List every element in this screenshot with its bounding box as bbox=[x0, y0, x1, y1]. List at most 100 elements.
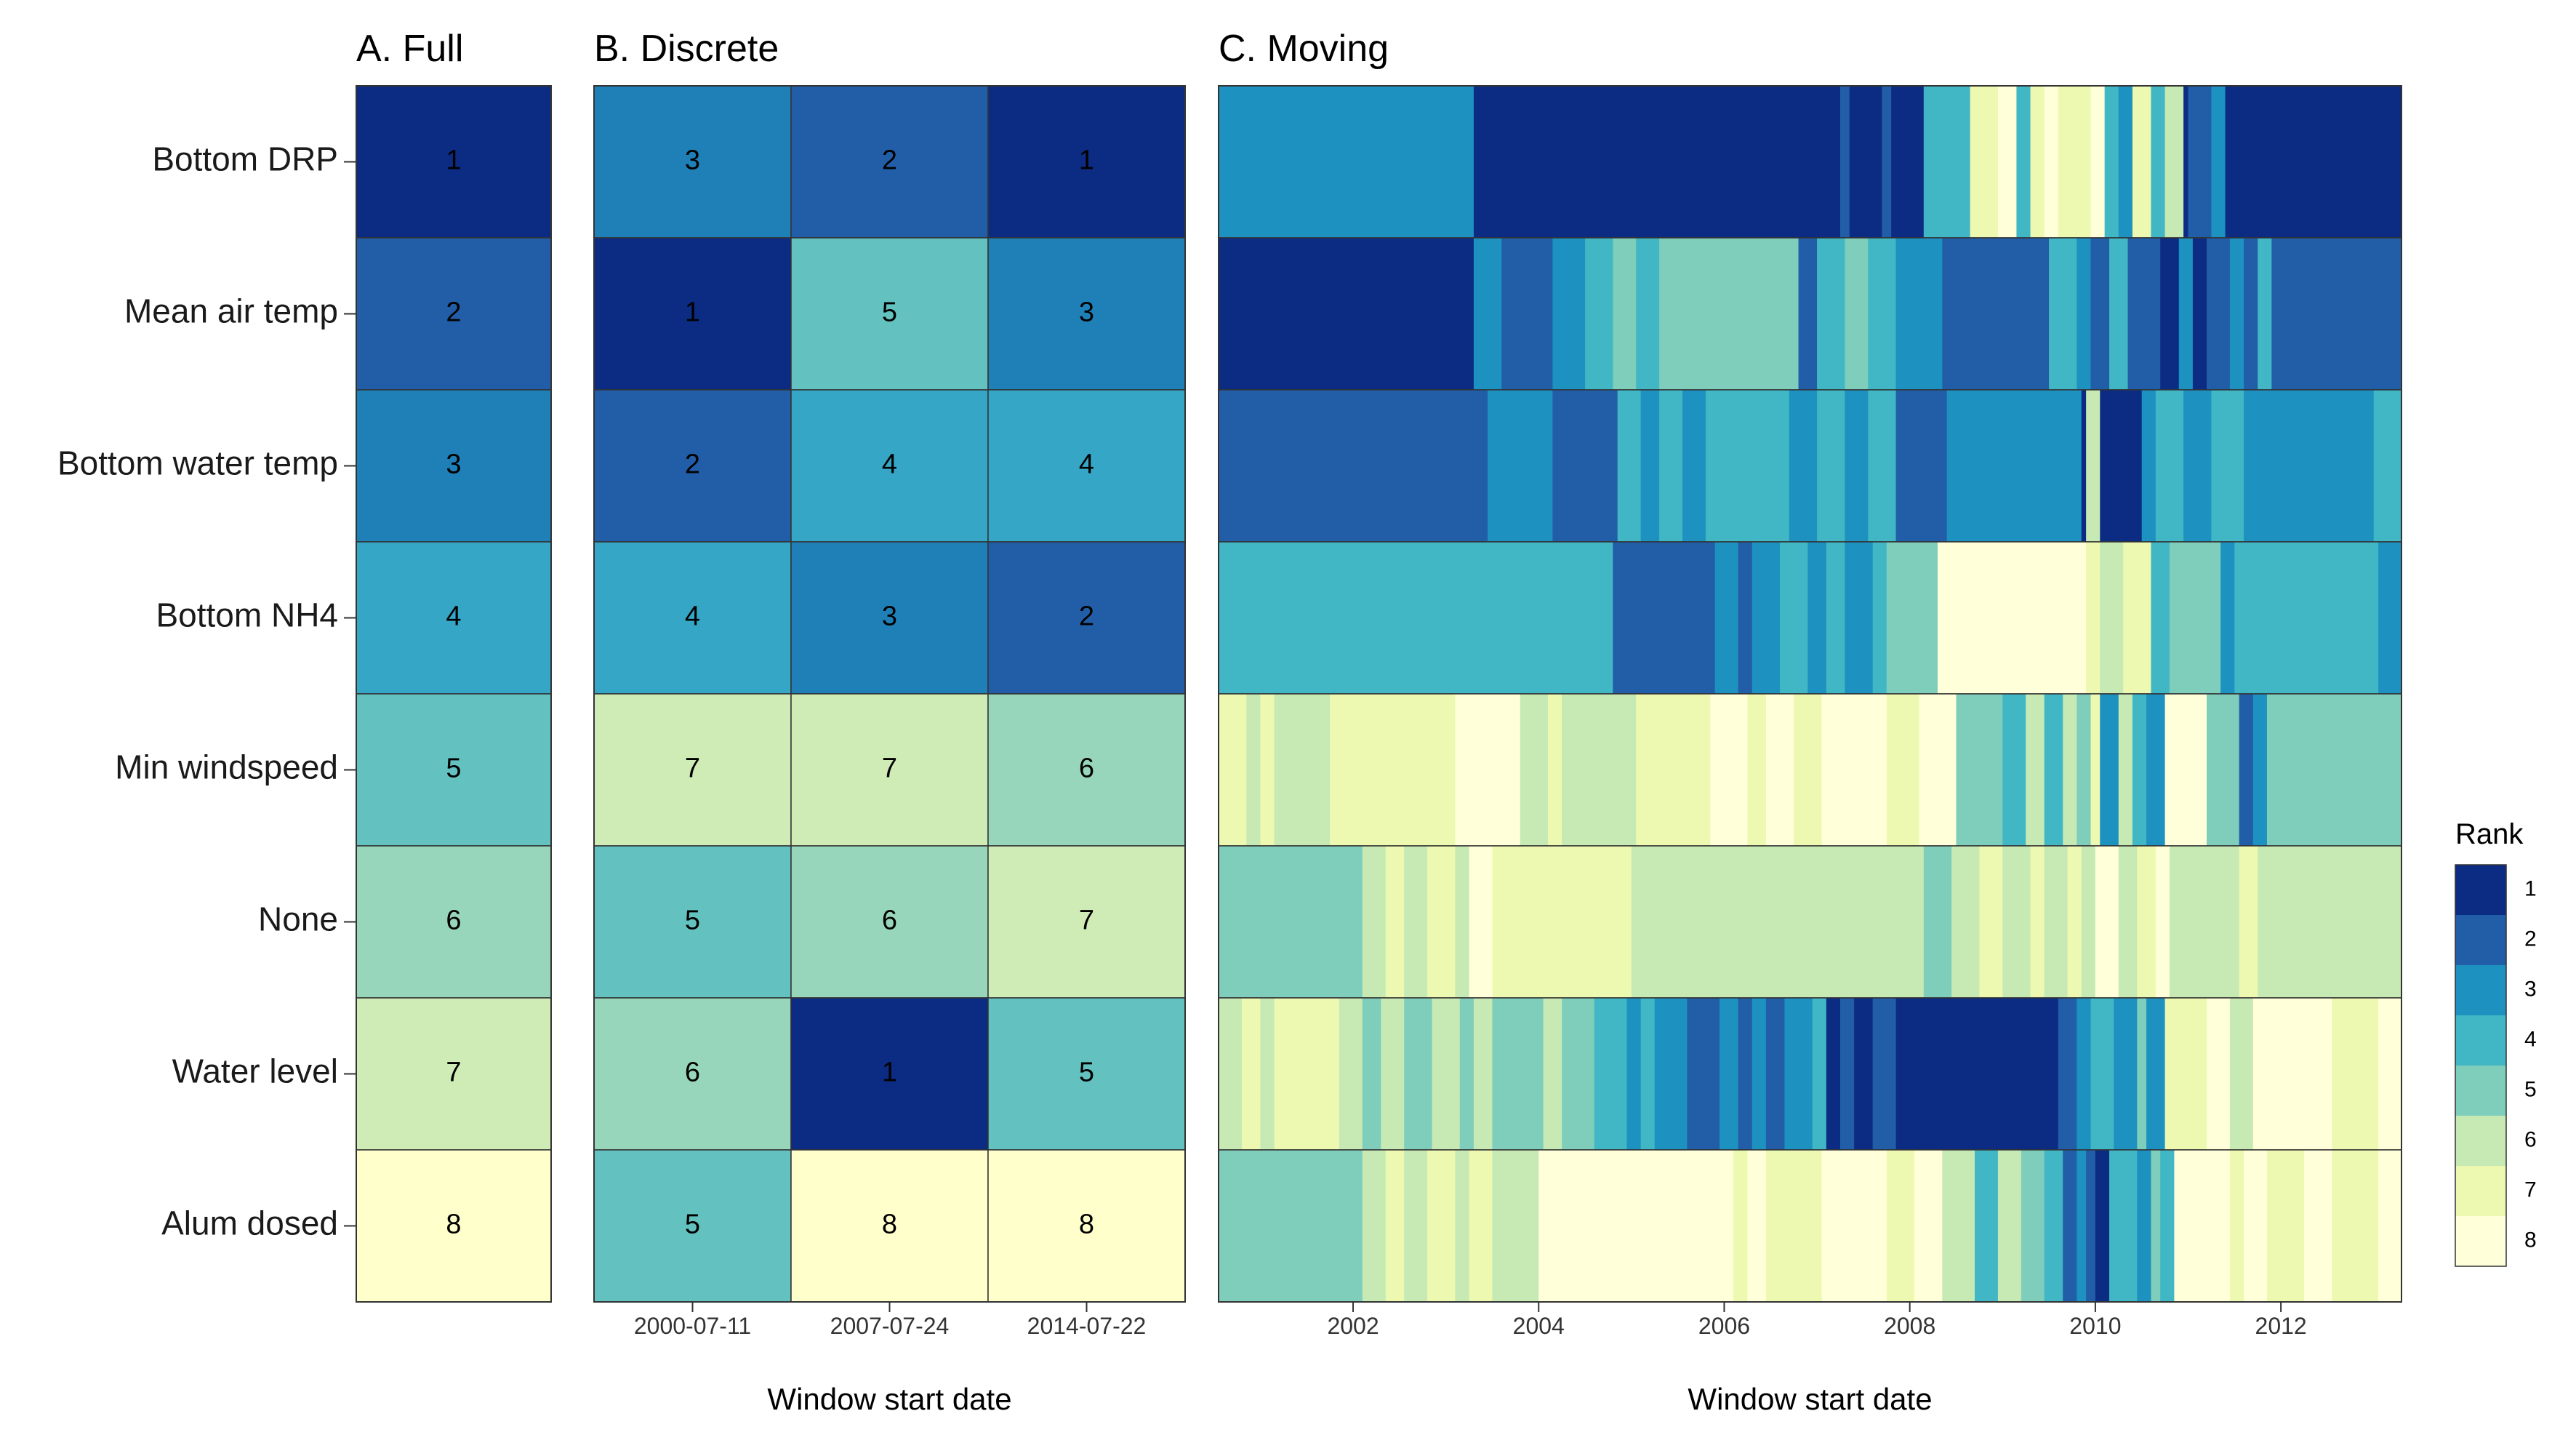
moving-segment bbox=[2123, 542, 2152, 694]
discrete-cell bbox=[593, 997, 792, 1151]
moving-segment bbox=[1951, 846, 1980, 998]
moving-segment bbox=[1789, 390, 1818, 542]
legend-label-3: 3 bbox=[2524, 977, 2537, 1001]
moving-segment bbox=[1975, 1150, 1999, 1302]
moving-segment bbox=[2137, 998, 2147, 1150]
moving-segment bbox=[2252, 694, 2268, 846]
moving-segment bbox=[1473, 86, 1841, 238]
moving-segment bbox=[2044, 1150, 2063, 1302]
discrete-cell-label: 4 bbox=[1079, 449, 1094, 480]
moving-segment bbox=[1362, 998, 1381, 1150]
moving-segment bbox=[2016, 86, 2031, 238]
full-cell-label: 8 bbox=[446, 1210, 461, 1240]
discrete-cell bbox=[593, 1149, 792, 1303]
moving-segment bbox=[1839, 998, 1855, 1150]
legend-swatch-2 bbox=[2455, 915, 2506, 965]
moving-segment bbox=[2118, 86, 2133, 238]
moving-segment bbox=[2229, 1150, 2244, 1302]
moving-segment bbox=[1488, 390, 1498, 542]
moving-segment bbox=[2234, 542, 2258, 694]
moving-segment bbox=[1839, 86, 1850, 238]
moving-segment bbox=[1798, 238, 1818, 390]
moving-segment bbox=[1219, 86, 1474, 238]
moving-segment bbox=[1613, 542, 1716, 694]
moving-segment bbox=[2183, 86, 2189, 238]
moving-segment bbox=[1427, 1150, 1456, 1302]
moving-segment bbox=[1765, 1150, 1823, 1302]
moving-segment bbox=[1882, 86, 1892, 238]
row-label-mean-air-temp: Mean air temp bbox=[124, 292, 338, 330]
moving-segment bbox=[2002, 846, 2031, 998]
full-cell-bottom-nh4 bbox=[356, 541, 552, 695]
moving-segment bbox=[1219, 238, 1474, 390]
moving-segment bbox=[1821, 1150, 1887, 1302]
moving-segment bbox=[2137, 846, 2156, 998]
moving-segment bbox=[2155, 846, 2170, 998]
x-tick-label-discrete: 2014-07-22 bbox=[1027, 1313, 1147, 1339]
moving-segment bbox=[1640, 390, 1660, 542]
moving-segment bbox=[1432, 998, 1461, 1150]
moving-segment bbox=[1339, 998, 1363, 1150]
discrete-cell-label: 7 bbox=[1079, 906, 1094, 936]
moving-segment bbox=[1946, 390, 2082, 542]
moving-segment bbox=[1548, 694, 1562, 846]
moving-segment bbox=[1895, 390, 1948, 542]
moving-segment bbox=[2058, 86, 2092, 238]
discrete-cell-label: 3 bbox=[685, 145, 700, 176]
legend-swatch-7 bbox=[2455, 1166, 2506, 1216]
moving-segment bbox=[1404, 998, 1433, 1150]
moving-segment bbox=[2258, 846, 2402, 998]
legend-title: Rank bbox=[2455, 818, 2524, 850]
moving-segment bbox=[1219, 1150, 1363, 1302]
panel-border-moving bbox=[1218, 85, 2402, 1303]
moving-segment bbox=[1821, 694, 1887, 846]
moving-segment bbox=[1720, 998, 1739, 1150]
moving-segment bbox=[1473, 998, 1493, 1150]
moving-segment bbox=[1404, 846, 1428, 998]
moving-segment bbox=[1752, 542, 1781, 694]
moving-segment bbox=[2178, 238, 2194, 390]
moving-segment bbox=[2063, 1150, 2077, 1302]
discrete-cell-label: 5 bbox=[1079, 1058, 1094, 1088]
moving-segment bbox=[1937, 542, 2087, 694]
moving-segment bbox=[1826, 542, 1845, 694]
legend-swatch-1 bbox=[2455, 865, 2506, 915]
moving-segment bbox=[2077, 998, 2092, 1150]
moving-segment bbox=[2141, 390, 2156, 542]
moving-segment bbox=[1849, 86, 1882, 238]
x-axis-title-moving: Window start date bbox=[1688, 1382, 1932, 1416]
legend-label-6: 6 bbox=[2524, 1127, 2537, 1151]
moving-segment bbox=[1520, 846, 1632, 998]
moving-segment bbox=[2225, 86, 2402, 238]
discrete-cell bbox=[593, 541, 792, 695]
moving-segment bbox=[2229, 998, 2254, 1150]
discrete-cell bbox=[790, 389, 989, 543]
moving-segment bbox=[1492, 846, 1521, 998]
moving-segment bbox=[2271, 238, 2402, 390]
moving-segment bbox=[2164, 86, 2184, 238]
moving-segment bbox=[2095, 1150, 2110, 1302]
moving-segment bbox=[1617, 390, 1642, 542]
moving-segment bbox=[2229, 238, 2244, 390]
moving-segment bbox=[2244, 238, 2258, 390]
moving-segment bbox=[2109, 238, 2129, 390]
moving-segment bbox=[1330, 694, 1456, 846]
panel-discrete: B. Discrete Window start date 3 2 1 1 5 3 2 4 4 4… bbox=[593, 28, 1186, 1416]
moving-segment bbox=[1765, 998, 1786, 1150]
moving-segment bbox=[2132, 694, 2147, 846]
moving-segment bbox=[1219, 998, 1243, 1150]
legend-label-5: 5 bbox=[2524, 1077, 2537, 1101]
moving-segment bbox=[1705, 390, 1757, 542]
moving-segment bbox=[1520, 694, 1549, 846]
moving-segment bbox=[2304, 1150, 2332, 1302]
panel-title-discrete: B. Discrete bbox=[594, 28, 779, 70]
full-cell-water-level bbox=[356, 997, 552, 1151]
moving-segment bbox=[1362, 846, 1387, 998]
moving-segment bbox=[1636, 238, 1660, 390]
moving-segment bbox=[1219, 846, 1363, 998]
full-cell-label: 1 bbox=[446, 145, 461, 176]
legend-label-1: 1 bbox=[2524, 876, 2537, 900]
discrete-cell-label: 5 bbox=[685, 1210, 700, 1240]
moving-segment bbox=[1738, 998, 1753, 1150]
